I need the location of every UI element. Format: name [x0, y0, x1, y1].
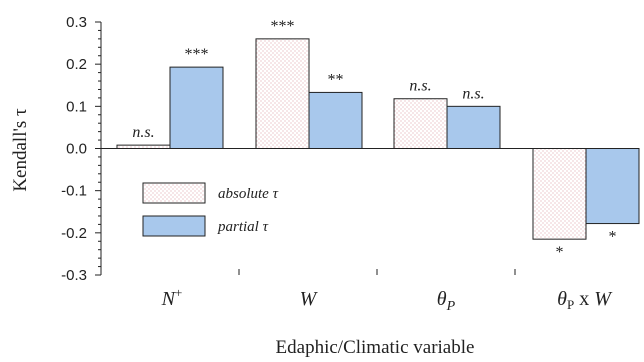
bar-partial-1: [308, 91, 363, 149]
significance-label: *: [609, 229, 617, 246]
category-label-n-plus: N+: [161, 285, 183, 310]
significance-label: *: [556, 244, 564, 261]
significance-label: ***: [271, 18, 295, 35]
y-tick-label: 0.1: [66, 98, 87, 115]
y-tick-label: -0.1: [61, 183, 87, 200]
bar-absolute-2: [393, 98, 448, 149]
legend: absolute τ partial τ: [142, 182, 279, 237]
bar-partial-3: [585, 148, 640, 225]
legend-label-partial: partial τ: [217, 219, 269, 235]
significance-label: n.s.: [409, 78, 431, 95]
bar-partial-0: [169, 66, 224, 149]
y-axis-title: Kendall's τ: [10, 108, 31, 192]
bars: [116, 38, 640, 240]
y-tick-label: -0.3: [61, 267, 87, 284]
legend-swatch-partial: [142, 215, 206, 237]
significance-labels: n.s.***n.s.******n.s.*: [132, 18, 616, 261]
bar-absolute-3: [532, 148, 587, 240]
category-label-theta-p: θP: [437, 288, 456, 314]
significance-label: n.s.: [462, 85, 484, 102]
y-tick-label: 0.2: [66, 56, 87, 73]
category-labels: N+ W θP θP x W: [161, 285, 614, 314]
bar-absolute-1: [255, 38, 310, 149]
category-label-theta-p-x-w: θP x W: [557, 288, 613, 312]
legend-label-absolute: absolute τ: [218, 186, 279, 202]
bar-partial-2: [446, 105, 501, 150]
bar-absolute-0: [116, 144, 171, 149]
x-axis-title: Edaphic/Climatic variable: [276, 337, 475, 358]
category-label-w: W: [300, 288, 319, 310]
significance-label: **: [328, 71, 344, 88]
legend-swatch-absolute: [142, 182, 206, 204]
y-tick-label: -0.2: [61, 225, 87, 242]
significance-label: n.s.: [132, 124, 154, 141]
y-tick-label: 0.0: [66, 141, 87, 158]
significance-label: ***: [185, 46, 209, 63]
y-tick-label: 0.3: [66, 14, 87, 31]
